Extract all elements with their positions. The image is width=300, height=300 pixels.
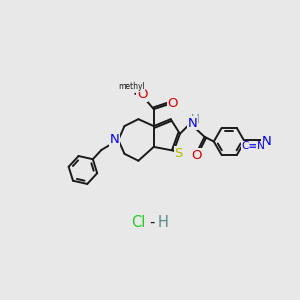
Text: O: O xyxy=(191,149,201,162)
Text: N: N xyxy=(188,116,197,130)
Text: methyl: methyl xyxy=(118,82,145,91)
Text: N: N xyxy=(261,135,271,148)
Text: -: - xyxy=(149,215,155,230)
Text: S: S xyxy=(174,146,183,160)
Text: methyl: methyl xyxy=(124,83,129,85)
Text: C≡N: C≡N xyxy=(241,141,265,151)
Text: O: O xyxy=(137,88,148,101)
Text: O: O xyxy=(168,97,178,110)
Text: H: H xyxy=(158,215,168,230)
Text: N: N xyxy=(110,134,119,146)
Text: Cl: Cl xyxy=(131,215,146,230)
Text: H: H xyxy=(191,113,200,126)
